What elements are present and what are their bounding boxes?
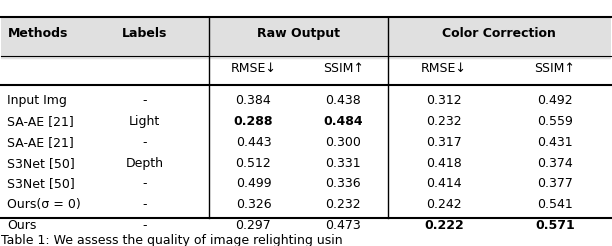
Text: 0.297: 0.297 xyxy=(236,219,271,232)
Text: Color Correction: Color Correction xyxy=(442,27,556,40)
Text: 0.499: 0.499 xyxy=(236,177,271,190)
Text: 0.232: 0.232 xyxy=(426,115,461,128)
Text: 0.438: 0.438 xyxy=(326,94,361,107)
Text: Methods: Methods xyxy=(7,27,68,40)
Text: Light: Light xyxy=(129,115,160,128)
Text: 0.336: 0.336 xyxy=(326,177,361,190)
Text: SSIM↑: SSIM↑ xyxy=(535,62,575,75)
Text: RMSE↓: RMSE↓ xyxy=(231,62,277,75)
Text: SA-AE [21]: SA-AE [21] xyxy=(7,136,74,149)
Text: 0.288: 0.288 xyxy=(234,115,273,128)
Text: 0.541: 0.541 xyxy=(537,198,573,211)
Text: 0.317: 0.317 xyxy=(426,136,461,149)
Text: Labels: Labels xyxy=(122,27,167,40)
Bar xyxy=(1,17,611,58)
Text: -: - xyxy=(143,219,147,232)
Text: 0.418: 0.418 xyxy=(426,157,461,170)
Text: 0.222: 0.222 xyxy=(424,219,464,232)
Text: SA-AE [21]: SA-AE [21] xyxy=(7,115,74,128)
Text: 0.431: 0.431 xyxy=(537,136,573,149)
Text: 0.242: 0.242 xyxy=(426,198,461,211)
Text: 0.384: 0.384 xyxy=(236,94,271,107)
Text: SSIM↑: SSIM↑ xyxy=(323,62,364,75)
Text: -: - xyxy=(143,136,147,149)
Text: 0.559: 0.559 xyxy=(537,115,573,128)
Text: Depth: Depth xyxy=(125,157,163,170)
Text: Ours(σ = 0): Ours(σ = 0) xyxy=(7,198,81,211)
Text: 0.326: 0.326 xyxy=(236,198,271,211)
Text: -: - xyxy=(143,198,147,211)
Text: 0.331: 0.331 xyxy=(326,157,361,170)
Text: 0.473: 0.473 xyxy=(326,219,361,232)
Text: -: - xyxy=(143,94,147,107)
Text: 0.571: 0.571 xyxy=(535,219,575,232)
Text: -: - xyxy=(143,177,147,190)
Text: Raw Output: Raw Output xyxy=(257,27,340,40)
Text: 0.492: 0.492 xyxy=(537,94,573,107)
Text: 0.312: 0.312 xyxy=(426,94,461,107)
Text: RMSE↓: RMSE↓ xyxy=(421,62,467,75)
Text: Ours: Ours xyxy=(7,219,37,232)
Text: 0.414: 0.414 xyxy=(426,177,461,190)
Text: 0.443: 0.443 xyxy=(236,136,271,149)
Text: 0.300: 0.300 xyxy=(326,136,361,149)
Text: 0.512: 0.512 xyxy=(236,157,271,170)
Text: 0.232: 0.232 xyxy=(326,198,361,211)
Text: 0.377: 0.377 xyxy=(537,177,573,190)
Text: S3Net [50]: S3Net [50] xyxy=(7,157,75,170)
Text: 0.484: 0.484 xyxy=(324,115,363,128)
Text: Input Img: Input Img xyxy=(7,94,67,107)
Text: Table 1: We assess the quality of image relighting usin: Table 1: We assess the quality of image … xyxy=(1,234,343,246)
Text: 0.374: 0.374 xyxy=(537,157,573,170)
Text: S3Net [50]: S3Net [50] xyxy=(7,177,75,190)
